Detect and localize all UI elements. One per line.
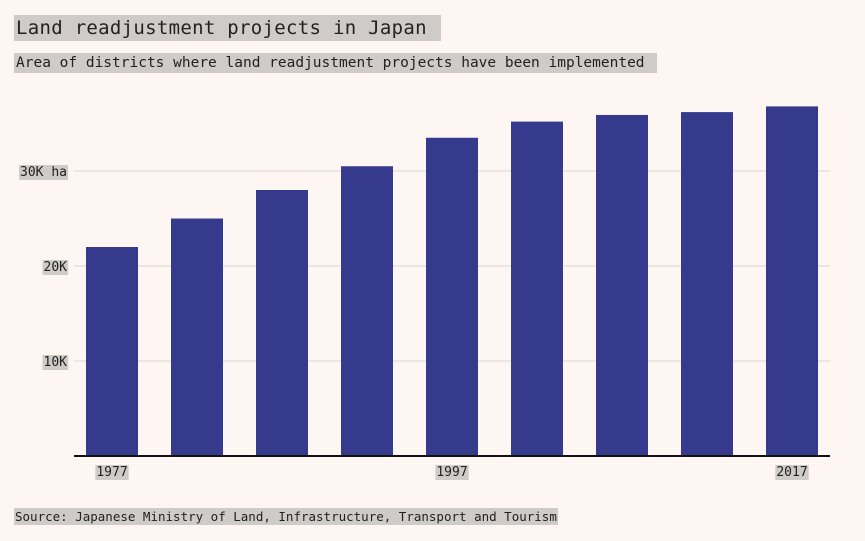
y-tick-label: 10K [44,355,68,370]
x-tick-label: 2017 [776,465,807,480]
bar-1977 [86,247,138,456]
x-tick-label-highlight [95,465,129,480]
bar-2007 [596,114,648,456]
y-tick-label-highlight [42,355,69,370]
chart-title: Land readjustment projects in Japan [14,15,441,41]
bar-1982 [171,218,223,456]
bar-2012 [681,112,733,456]
x-tick-label-highlight [775,465,809,480]
source-note: Source: Japanese Ministry of Land, Infra… [14,508,558,525]
chart-subtitle: Area of districts where land readjustmen… [14,53,657,73]
y-tick-label: 30K ha [20,165,67,180]
y-tick-label: 20K [44,260,68,275]
tick-labels: 10K 20K 30K ha 1977 1997 2017 [19,165,809,480]
x-tick-label-highlight [435,465,469,480]
x-tick-label: 1997 [436,465,467,480]
bar-1997 [426,137,478,456]
bar-2017 [766,106,818,457]
bar-1987 [256,190,308,456]
bar-1992 [341,166,393,456]
bars [86,106,818,457]
y-tick-label-highlight [42,260,69,275]
x-tick-label: 1977 [96,465,127,480]
bar-2002 [511,121,563,456]
y-tick-label-highlight [19,165,68,180]
